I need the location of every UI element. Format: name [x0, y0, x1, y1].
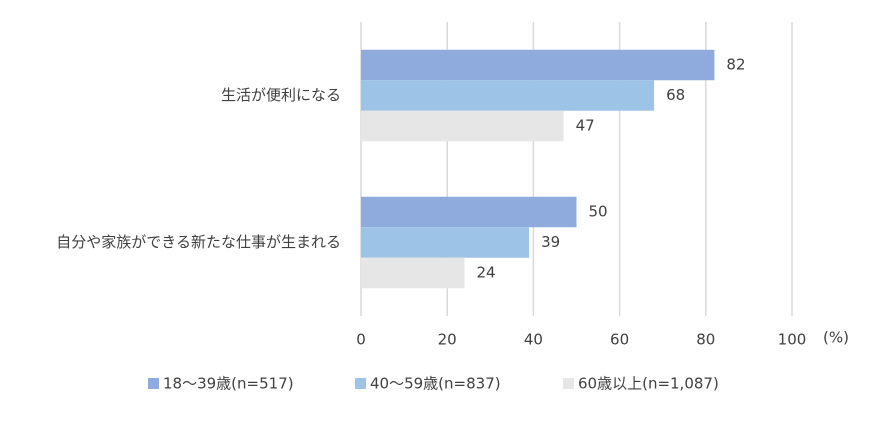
legend-swatch [148, 378, 159, 389]
x-tick-label: 100 [778, 331, 807, 349]
bar [361, 110, 564, 142]
x-tick-label: 60 [610, 331, 629, 349]
legend-swatch [355, 378, 366, 389]
bar [361, 227, 530, 258]
data-label: 68 [666, 86, 685, 104]
x-tick-label: 40 [524, 331, 543, 349]
x-tick-label: 0 [356, 331, 366, 349]
x-tick-label: 80 [696, 331, 715, 349]
x-axis-label: (%) [823, 329, 849, 347]
x-tick-label: 20 [438, 331, 457, 349]
legend-swatch [563, 378, 574, 389]
legend-label: 18～39歳(n=517) [163, 375, 294, 393]
data-label: 82 [726, 56, 745, 74]
legend-label: 40～59歳(n=837) [370, 375, 501, 393]
data-label: 39 [541, 233, 560, 251]
bar [361, 257, 465, 289]
data-label: 50 [589, 203, 608, 221]
data-label: 47 [576, 117, 595, 135]
y-tick-label: 自分や家族ができる新たな仕事が生まれる [56, 233, 341, 251]
legend-label: 60歳以上(n=1,087) [578, 375, 719, 393]
bar [361, 80, 655, 111]
bar [361, 49, 715, 81]
data-label: 24 [476, 264, 495, 282]
bar [361, 196, 577, 228]
y-tick-label: 生活が便利になる [221, 86, 341, 104]
